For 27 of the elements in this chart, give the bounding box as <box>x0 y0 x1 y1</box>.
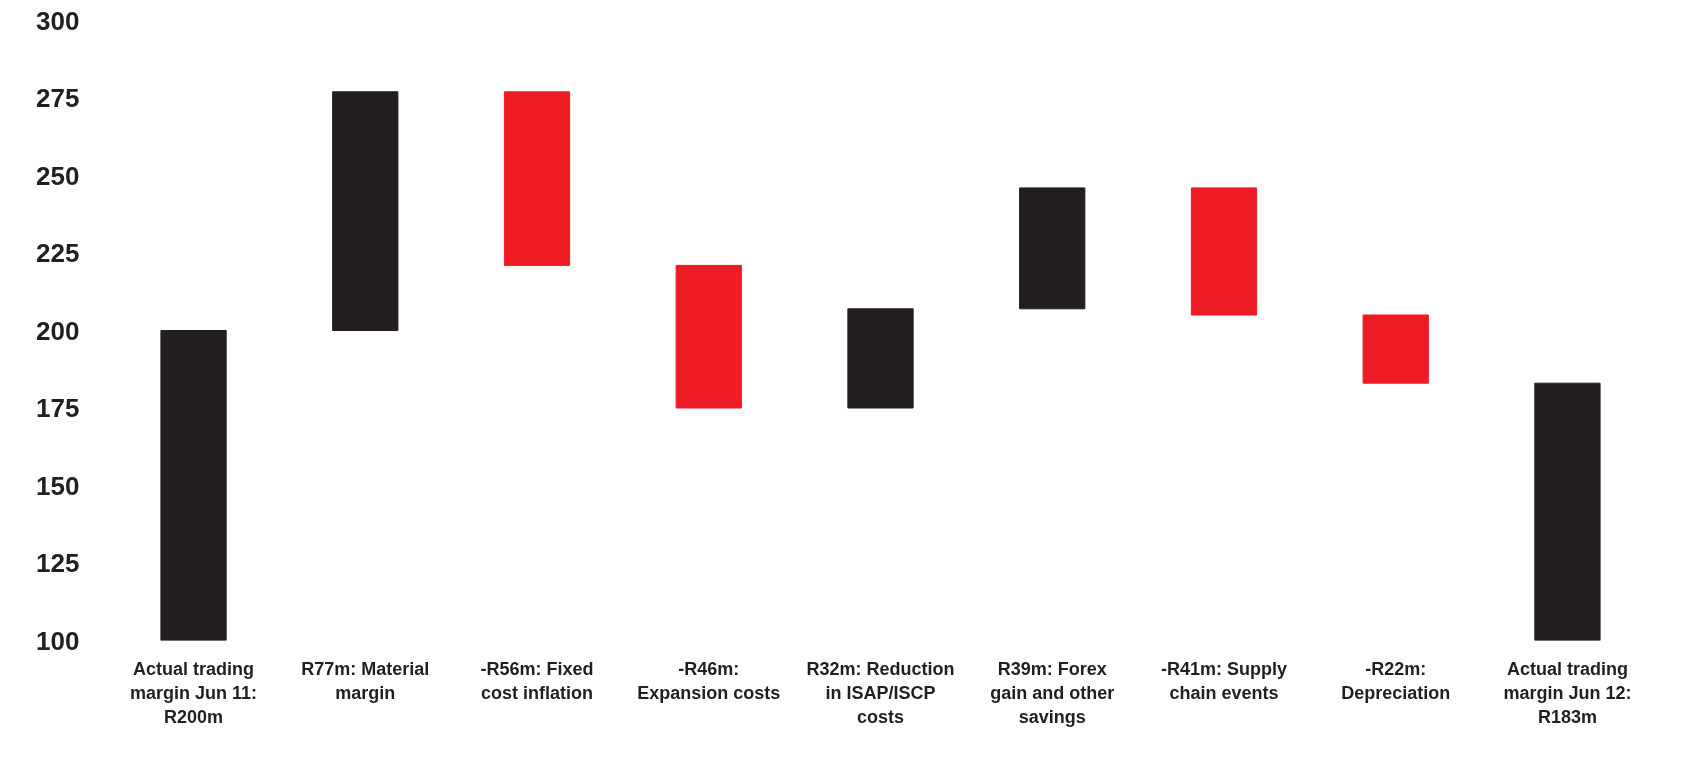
x-tick-label: R77m: Material margin <box>301 658 430 703</box>
y-tick-label: 200 <box>36 315 80 346</box>
y-tick-label: 275 <box>36 83 80 113</box>
bar <box>332 91 399 331</box>
bar <box>847 308 914 409</box>
y-tick-label: 125 <box>36 548 80 578</box>
y-tick-label: 100 <box>36 625 80 656</box>
bar <box>1019 187 1086 310</box>
x-tick-label: -R41m: Supply chain events <box>1160 658 1287 703</box>
y-tick-label: 175 <box>36 393 80 423</box>
x-tick-label: R39m: Forex gain and other savings <box>990 658 1115 727</box>
bar <box>503 91 571 266</box>
x-tick-label: -R22m: Depreciation <box>1341 658 1451 703</box>
x-tick-label: Actual trading margin Jun 12: R183m <box>1503 658 1632 727</box>
y-tick-label: 250 <box>36 160 80 191</box>
bar <box>1190 187 1258 316</box>
x-tick-label: R32m: Reduction in ISAP/ISCP costs <box>806 658 955 727</box>
bar <box>1534 382 1601 641</box>
bar <box>160 330 227 641</box>
x-tick-label: Actual trading margin Jun 11: R200m <box>130 658 258 727</box>
bar <box>675 264 742 409</box>
x-tick-label: -R56m: Fixed cost inflation <box>480 658 594 703</box>
bar <box>1362 314 1429 384</box>
y-tick-label: 300 <box>36 5 80 36</box>
x-tick-label: -R46m: Expansion costs <box>637 658 781 703</box>
y-tick-label: 225 <box>36 238 80 268</box>
y-tick-label: 150 <box>36 470 80 501</box>
